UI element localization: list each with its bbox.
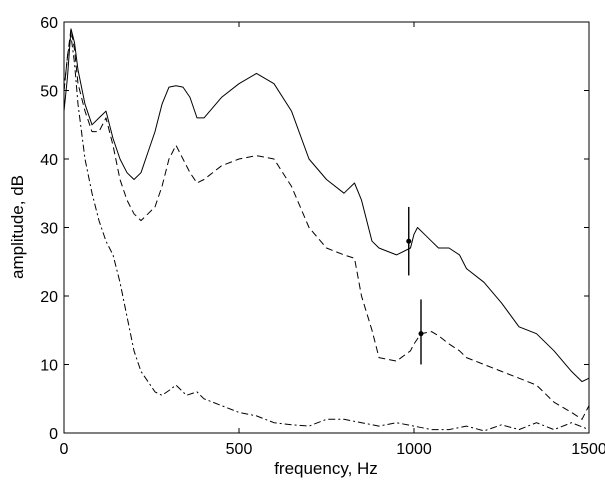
y-tick-label: 20 [40, 289, 58, 306]
x-tick-label: 500 [226, 441, 253, 458]
plot-frame [63, 21, 590, 434]
y-tick-label: 40 [40, 152, 58, 169]
y-tick-label: 0 [49, 426, 58, 443]
x-tick-label: 1000 [396, 441, 432, 458]
y-tick-label: 10 [40, 358, 58, 375]
series-line-dashed [63, 28, 590, 420]
x-axis-ticks: 0 500 1000 1500 [60, 22, 605, 458]
x-tick-label: 1500 [571, 441, 605, 458]
y-tick-label: 30 [40, 221, 58, 238]
series-line-dashdot [63, 35, 590, 432]
y-tick-label: 50 [40, 84, 58, 101]
x-axis-label: frequency, Hz [274, 459, 378, 478]
series-line-solid [63, 28, 590, 383]
y-axis-ticks: 0 10 20 30 40 50 60 [40, 15, 589, 443]
y-tick-label: 60 [40, 15, 58, 32]
x-tick-label: 0 [60, 441, 69, 458]
data-point-marker [418, 331, 424, 337]
data-point-marker [406, 238, 412, 244]
y-axis-label: amplitude, dB [8, 175, 27, 279]
series-layer [63, 28, 590, 432]
error-markers [406, 206, 424, 365]
